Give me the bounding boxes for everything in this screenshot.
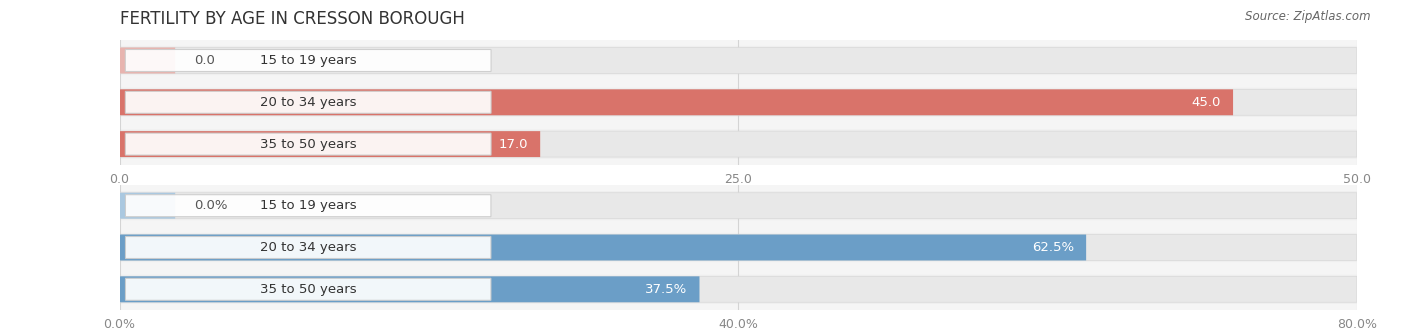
Text: FERTILITY BY AGE IN CRESSON BOROUGH: FERTILITY BY AGE IN CRESSON BOROUGH	[120, 10, 464, 28]
FancyBboxPatch shape	[125, 133, 491, 155]
FancyBboxPatch shape	[120, 233, 1357, 262]
Text: 15 to 19 years: 15 to 19 years	[260, 54, 357, 67]
FancyBboxPatch shape	[120, 276, 700, 302]
FancyBboxPatch shape	[120, 193, 176, 219]
Text: 45.0: 45.0	[1191, 96, 1220, 109]
FancyBboxPatch shape	[120, 48, 176, 74]
Text: 35 to 50 years: 35 to 50 years	[260, 283, 357, 296]
FancyBboxPatch shape	[120, 89, 1357, 115]
FancyBboxPatch shape	[120, 235, 1087, 260]
FancyBboxPatch shape	[120, 46, 1357, 75]
Text: 20 to 34 years: 20 to 34 years	[260, 96, 357, 109]
FancyBboxPatch shape	[125, 278, 491, 300]
Text: 62.5%: 62.5%	[1032, 241, 1074, 254]
FancyBboxPatch shape	[120, 88, 1357, 117]
FancyBboxPatch shape	[125, 237, 491, 258]
FancyBboxPatch shape	[125, 195, 491, 217]
Text: 17.0: 17.0	[498, 138, 527, 150]
FancyBboxPatch shape	[120, 48, 1357, 74]
FancyBboxPatch shape	[120, 193, 1357, 219]
FancyBboxPatch shape	[125, 50, 491, 72]
FancyBboxPatch shape	[120, 89, 1233, 115]
Text: 15 to 19 years: 15 to 19 years	[260, 199, 357, 212]
FancyBboxPatch shape	[120, 131, 540, 157]
FancyBboxPatch shape	[120, 131, 1357, 157]
Text: 0.0: 0.0	[194, 54, 215, 67]
Text: 35 to 50 years: 35 to 50 years	[260, 138, 357, 150]
FancyBboxPatch shape	[120, 129, 1357, 159]
FancyBboxPatch shape	[120, 275, 1357, 304]
FancyBboxPatch shape	[120, 191, 1357, 220]
Text: 0.0%: 0.0%	[194, 199, 228, 212]
Text: 20 to 34 years: 20 to 34 years	[260, 241, 357, 254]
FancyBboxPatch shape	[120, 235, 1357, 260]
Text: Source: ZipAtlas.com: Source: ZipAtlas.com	[1246, 10, 1371, 23]
Text: 37.5%: 37.5%	[645, 283, 688, 296]
FancyBboxPatch shape	[125, 91, 491, 113]
FancyBboxPatch shape	[120, 276, 1357, 302]
